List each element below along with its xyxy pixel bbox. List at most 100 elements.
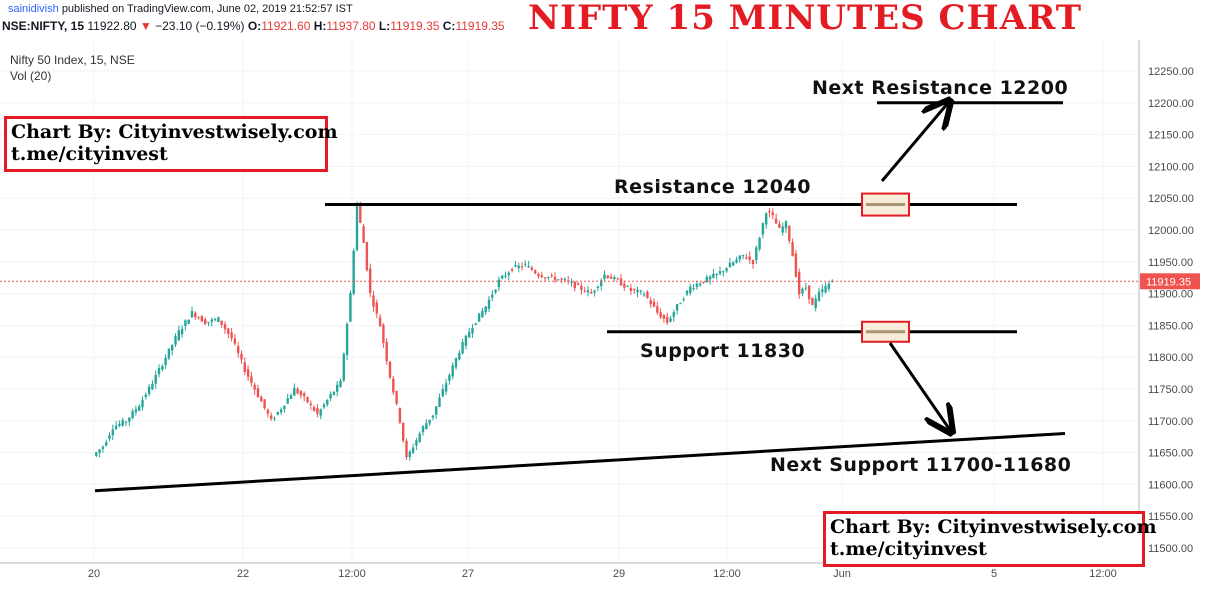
- candle-body: [243, 362, 246, 373]
- candle-body: [250, 376, 253, 383]
- candle-body: [662, 314, 666, 319]
- candle-body: [111, 429, 114, 436]
- candle-body: [715, 273, 718, 276]
- candle-body: [553, 277, 557, 281]
- high-value: 11937.80: [326, 19, 376, 33]
- candle-body: [352, 250, 355, 294]
- candle-body: [718, 271, 722, 274]
- candle-body: [669, 318, 672, 322]
- candle-body: [824, 286, 827, 293]
- candle-body: [184, 320, 187, 327]
- candle-body: [464, 335, 468, 346]
- candle-body: [299, 390, 303, 396]
- credit-box-bottom: Chart By: Cityinvestwisely.com t.me/city…: [823, 511, 1157, 567]
- candle-body: [817, 291, 821, 301]
- candle-body: [768, 211, 771, 213]
- next-support-label: Next Support 11700-11680: [770, 454, 1071, 476]
- candle-body: [540, 275, 543, 278]
- series-legend: Nifty 50 Index, 15, NSE: [10, 53, 135, 67]
- candle-body: [732, 262, 735, 266]
- chart-area[interactable]: 12250.00 12200.00 12150.00 12100.00 12050.00…: [0, 40, 1209, 597]
- candle-body: [293, 387, 296, 396]
- candle-body: [312, 407, 316, 411]
- candle-body: [365, 242, 369, 271]
- candle-body: [283, 405, 286, 409]
- open-value: 11921.60: [261, 19, 311, 33]
- candle-body: [256, 388, 260, 398]
- candle-body: [474, 323, 477, 325]
- candle-body: [339, 380, 342, 388]
- candle-body: [794, 253, 798, 277]
- candle-body: [593, 290, 596, 293]
- candle-body: [289, 395, 293, 400]
- candle-body: [118, 423, 121, 426]
- candlestick-chart[interactable]: 12250.00 12200.00 12150.00 12100.00 12050.00…: [0, 40, 1209, 597]
- candle-body: [636, 289, 639, 293]
- candle-body: [708, 276, 712, 280]
- candle-body: [784, 221, 788, 229]
- credit-box-top: Chart By: Cityinvestwisely.com t.me/city…: [4, 116, 338, 172]
- candle-body: [276, 411, 279, 415]
- candle-body: [286, 398, 289, 404]
- y-tick-label: 12200.00: [1148, 98, 1194, 110]
- candle-body: [194, 312, 197, 318]
- candle-body: [626, 285, 629, 287]
- candle-body: [372, 295, 375, 307]
- candle-body: [735, 259, 738, 263]
- candle-body: [444, 383, 448, 392]
- candle-body: [316, 408, 319, 414]
- candle-body: [402, 422, 405, 441]
- candle-body: [629, 287, 633, 291]
- candle-body: [692, 287, 695, 289]
- candle-body: [223, 324, 227, 330]
- candle-body: [395, 390, 398, 404]
- candle-body: [501, 275, 504, 279]
- candle-body: [702, 281, 705, 283]
- candle-body: [801, 288, 804, 294]
- candle-body: [649, 300, 652, 305]
- candle-body: [128, 417, 131, 422]
- candle-body: [98, 449, 101, 453]
- candle-body: [557, 279, 560, 281]
- candle-body: [421, 426, 425, 433]
- candle-body: [306, 397, 309, 403]
- candle-body: [537, 273, 540, 277]
- author-link[interactable]: sainidivish: [8, 3, 59, 15]
- candle-body: [220, 320, 223, 325]
- candle-body: [263, 399, 266, 409]
- candle-body: [606, 275, 609, 279]
- candle-body: [207, 321, 210, 323]
- candle-body: [458, 352, 461, 360]
- candle-body: [616, 278, 619, 280]
- next-resistance-label: Next Resistance 12200: [812, 77, 1068, 99]
- candle-body: [798, 272, 801, 295]
- candle-body: [811, 298, 814, 306]
- candle-body: [758, 237, 761, 250]
- credit-site: Chart By: Cityinvestwisely.com: [830, 516, 1157, 538]
- candle-body: [411, 447, 415, 453]
- candle-body: [326, 399, 329, 405]
- candle-body: [728, 262, 732, 268]
- candle-body: [487, 299, 491, 309]
- candle-body: [520, 266, 524, 268]
- candle-body: [576, 283, 580, 285]
- candle-body: [494, 289, 497, 293]
- chart-legend: Nifty 50 Index, 15, NSE Vol (20): [10, 52, 135, 84]
- x-tick-label: 27: [462, 568, 474, 580]
- candle-body: [147, 386, 151, 395]
- candle-body: [699, 283, 702, 286]
- candle-body: [141, 399, 144, 408]
- candle-body: [405, 440, 408, 458]
- candle-body: [534, 270, 537, 274]
- candle-body: [428, 419, 431, 424]
- candle-body: [157, 368, 161, 375]
- symbol-label: NSE:NIFTY, 15: [2, 19, 85, 33]
- candle-body: [517, 265, 520, 269]
- candle-body: [167, 348, 171, 359]
- candle-body: [177, 330, 180, 341]
- x-tick-label: 12:00: [713, 568, 741, 580]
- candle-body: [345, 324, 349, 356]
- candle-body: [814, 298, 817, 308]
- candle-body: [751, 260, 755, 265]
- down-arrow-icon: [888, 342, 950, 430]
